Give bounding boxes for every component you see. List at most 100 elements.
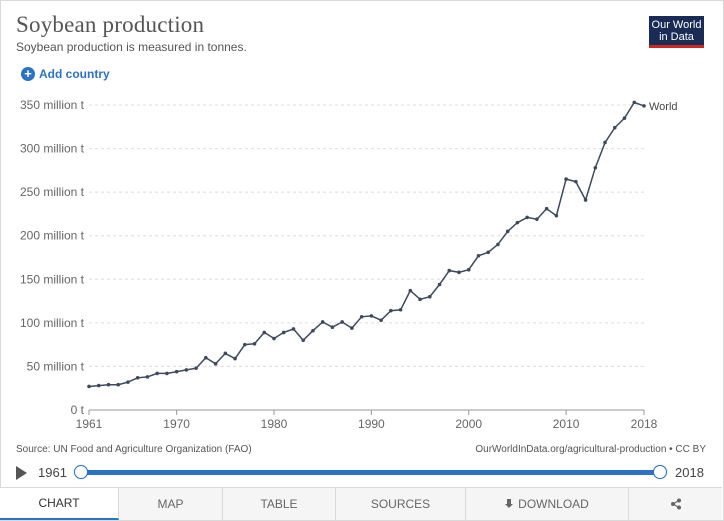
data-point: [116, 382, 121, 387]
data-point: [184, 368, 189, 372]
data-point: [145, 375, 150, 379]
series-label: World: [649, 101, 678, 113]
data-point: [87, 384, 91, 389]
chart-subtitle: Soybean production is measured in tonnes…: [16, 40, 247, 54]
data-point: [272, 336, 276, 341]
tab-table[interactable]: TABLE: [223, 488, 336, 520]
data-point: [427, 294, 432, 299]
data-point: [389, 308, 393, 313]
data-point: [642, 104, 646, 108]
data-point: [291, 327, 296, 331]
data-point: [486, 250, 491, 255]
source-note: Source: UN Food and Agriculture Organiza…: [16, 444, 252, 455]
x-tick-label: 2000: [455, 417, 482, 431]
x-tick-label: 2018: [631, 417, 658, 431]
data-point: [408, 288, 413, 293]
data-point: [252, 341, 257, 346]
data-point: [320, 320, 325, 324]
data-point: [457, 270, 461, 275]
y-tick-label: 150 million t: [20, 272, 85, 286]
data-point: [418, 297, 422, 302]
data-point: [350, 326, 354, 330]
owid-logo[interactable]: Our World in Data: [649, 16, 704, 48]
data-point: [155, 371, 159, 376]
data-point: [281, 330, 286, 335]
data-point: [340, 320, 344, 324]
data-point: [583, 198, 588, 202]
data-point: [525, 215, 529, 220]
y-tick-label: 0 t: [71, 403, 85, 417]
logo-line-2: in Data: [659, 31, 694, 43]
x-tick-label: 2010: [553, 417, 580, 431]
tab-download[interactable]: DOWNLOAD: [466, 488, 629, 520]
data-point: [233, 356, 237, 361]
timeline-start-label: 1961: [38, 465, 67, 480]
data-point: [369, 314, 374, 318]
tab-map[interactable]: MAP: [119, 488, 223, 520]
data-point: [379, 318, 383, 323]
plus-circle-icon: +: [21, 67, 35, 81]
share-icon: [670, 498, 681, 510]
data-point: [135, 375, 140, 380]
data-point: [204, 355, 208, 360]
data-point: [106, 382, 111, 387]
y-tick-label: 100 million t: [20, 316, 85, 330]
series-line-world: [88, 101, 645, 388]
data-point: [437, 282, 442, 287]
data-point: [242, 342, 247, 347]
data-point: [262, 330, 267, 335]
data-point: [223, 351, 228, 356]
y-tick-label: 50 million t: [27, 359, 85, 373]
logo-line-1: Our World: [651, 19, 702, 31]
logo-stripe: [649, 45, 704, 48]
data-point: [330, 325, 335, 330]
data-point: [593, 165, 598, 170]
data-point: [612, 125, 617, 130]
timeline: 1961 2018: [0, 460, 724, 486]
timeline-end-handle[interactable]: [653, 465, 667, 479]
tab-sources-label: SOURCES: [370, 497, 431, 511]
data-point: [632, 100, 637, 105]
data-point: [496, 242, 500, 247]
tab-table-label: TABLE: [260, 497, 298, 511]
share-button[interactable]: [629, 488, 722, 520]
add-country-label: Add country: [39, 67, 110, 81]
y-tick-label: 200 million t: [20, 229, 85, 243]
data-point: [505, 229, 510, 234]
data-point: [574, 179, 578, 184]
data-point: [447, 268, 452, 273]
data-point: [535, 217, 539, 221]
data-point: [622, 116, 627, 120]
y-tick-label: 250 million t: [20, 185, 85, 199]
data-point: [603, 140, 607, 145]
download-icon: [505, 499, 514, 509]
y-tick-label: 350 million t: [20, 98, 85, 112]
data-point: [194, 366, 198, 370]
timeline-start-handle[interactable]: [74, 465, 88, 479]
timeline-track[interactable]: [80, 470, 659, 475]
play-icon[interactable]: [16, 466, 27, 480]
tab-sources[interactable]: SOURCES: [336, 488, 466, 520]
data-point: [359, 314, 364, 319]
tab-map-label: MAP: [157, 497, 184, 511]
data-point: [476, 253, 481, 258]
data-point: [564, 177, 568, 181]
data-point: [554, 213, 559, 218]
data-point: [515, 220, 520, 225]
y-tick-label: 300 million t: [20, 142, 85, 156]
add-country-button[interactable]: + Add country: [21, 67, 110, 81]
data-point: [174, 369, 179, 374]
chart-title: Soybean production: [16, 12, 205, 37]
data-point: [398, 307, 403, 312]
credit-link[interactable]: OurWorldInData.org/agricultural-producti…: [475, 444, 706, 455]
tab-chart-label: CHART: [38, 496, 80, 510]
tab-chart[interactable]: CHART: [0, 488, 119, 520]
tab-bar: CHART MAP TABLE SOURCES DOWNLOAD: [0, 487, 722, 520]
data-point: [126, 380, 130, 384]
data-point: [466, 267, 471, 272]
line-chart: 0 t 50 million t 100 million t 150 million …: [20, 98, 678, 431]
data-point: [544, 206, 549, 211]
x-tick-label: 1980: [261, 417, 288, 431]
x-tick-label: 1961: [76, 417, 103, 431]
